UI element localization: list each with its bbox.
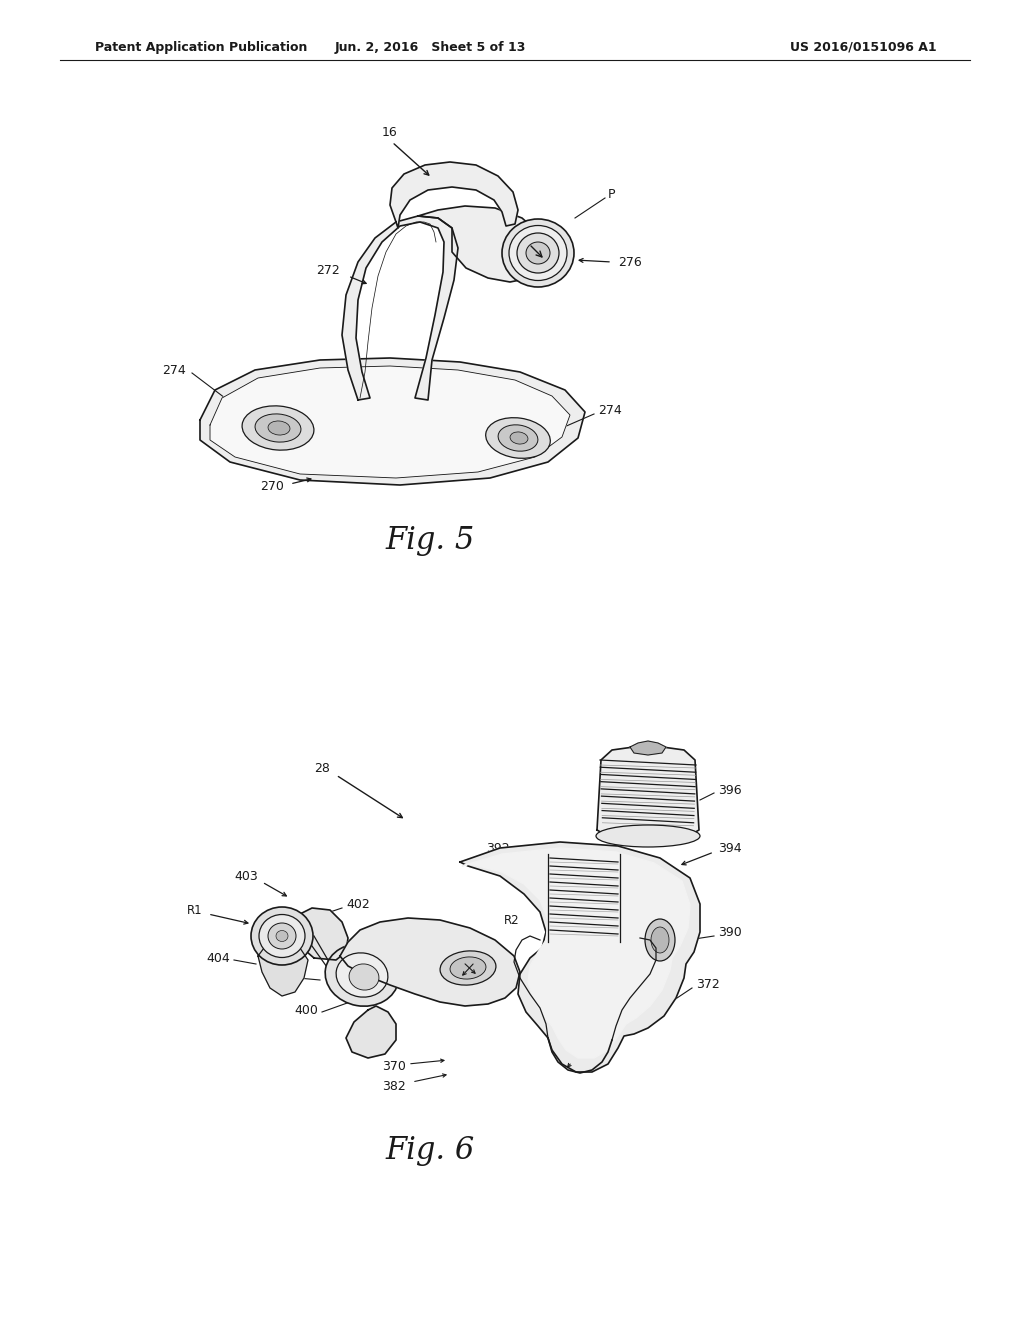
Text: 270: 270 (260, 480, 284, 494)
Ellipse shape (268, 421, 290, 436)
Ellipse shape (251, 907, 313, 965)
Text: R2: R2 (504, 913, 519, 927)
Polygon shape (342, 216, 458, 400)
Ellipse shape (509, 226, 567, 281)
Text: Fig. 6: Fig. 6 (385, 1134, 475, 1166)
Text: 276: 276 (618, 256, 642, 268)
Ellipse shape (326, 944, 398, 1006)
Polygon shape (418, 206, 548, 282)
Ellipse shape (242, 405, 314, 450)
Ellipse shape (485, 417, 550, 458)
Polygon shape (340, 917, 520, 1006)
Text: 370: 370 (382, 1060, 406, 1072)
Text: 402: 402 (346, 899, 370, 912)
Ellipse shape (510, 432, 528, 444)
Polygon shape (630, 741, 666, 755)
Text: 392: 392 (486, 842, 510, 854)
Polygon shape (460, 842, 700, 1072)
Text: 274: 274 (598, 404, 622, 417)
Ellipse shape (349, 964, 379, 990)
Text: 404: 404 (206, 952, 230, 965)
Text: US 2016/0151096 A1: US 2016/0151096 A1 (790, 41, 937, 54)
Ellipse shape (255, 414, 301, 442)
Polygon shape (462, 847, 690, 1059)
Text: Jun. 2, 2016   Sheet 5 of 13: Jun. 2, 2016 Sheet 5 of 13 (334, 41, 525, 54)
Text: 400: 400 (294, 1003, 318, 1016)
Text: R1: R1 (186, 903, 202, 916)
Text: 28: 28 (314, 762, 330, 775)
Ellipse shape (526, 242, 550, 264)
Text: 376: 376 (270, 972, 294, 985)
Ellipse shape (450, 957, 486, 979)
Polygon shape (200, 358, 585, 484)
Text: 274: 274 (162, 363, 186, 376)
Ellipse shape (440, 950, 496, 985)
Text: 394: 394 (718, 842, 741, 854)
Text: 272: 272 (316, 264, 340, 276)
Ellipse shape (502, 219, 574, 286)
Text: 382: 382 (382, 1080, 406, 1093)
Ellipse shape (645, 919, 675, 961)
Text: 390: 390 (718, 925, 741, 939)
Ellipse shape (268, 923, 296, 949)
Ellipse shape (651, 927, 669, 953)
Text: 372: 372 (696, 978, 720, 990)
Text: Fig. 5: Fig. 5 (385, 524, 475, 556)
Polygon shape (597, 744, 699, 842)
Text: 380: 380 (524, 874, 548, 887)
Text: Patent Application Publication: Patent Application Publication (95, 41, 307, 54)
Text: 403: 403 (234, 870, 258, 883)
Text: 374: 374 (574, 1052, 598, 1064)
Text: 16: 16 (382, 127, 398, 140)
Polygon shape (390, 162, 518, 228)
Ellipse shape (276, 931, 288, 941)
Polygon shape (258, 944, 308, 997)
Ellipse shape (517, 234, 559, 273)
Text: P: P (608, 189, 615, 202)
Ellipse shape (336, 953, 388, 997)
Polygon shape (346, 1006, 396, 1059)
Ellipse shape (259, 915, 305, 957)
Text: 396: 396 (718, 784, 741, 796)
Ellipse shape (596, 825, 700, 847)
Text: 384: 384 (411, 925, 434, 939)
Ellipse shape (498, 425, 538, 451)
Polygon shape (210, 366, 570, 478)
Polygon shape (290, 908, 348, 960)
